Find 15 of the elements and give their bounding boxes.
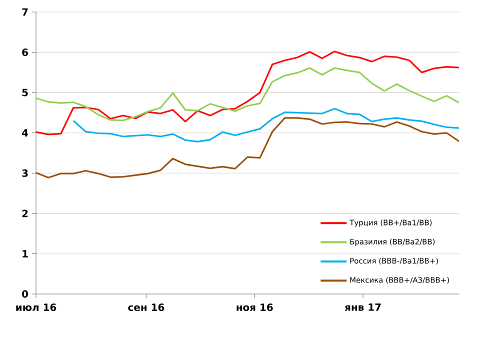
- y-tick-label: 5: [22, 88, 28, 96]
- y-tick-label: 3: [22, 169, 28, 177]
- y-tick-label: 4: [22, 129, 28, 136]
- y-tick-label: 2: [22, 210, 28, 218]
- line-series: [36, 117, 460, 178]
- x-tick-label: янв 17: [344, 304, 381, 311]
- line-series: [36, 67, 460, 122]
- line-series: [36, 50, 460, 136]
- y-tick-label: 6: [22, 48, 28, 56]
- y-tick-label: 1: [22, 250, 28, 258]
- y-tick-label: 7: [22, 8, 28, 16]
- x-tick-label: июл 16: [16, 304, 56, 312]
- x-tick-label: сен 16: [128, 304, 164, 312]
- y-tick-label: 0: [22, 290, 28, 298]
- x-tick-label: ноя 16: [236, 304, 273, 312]
